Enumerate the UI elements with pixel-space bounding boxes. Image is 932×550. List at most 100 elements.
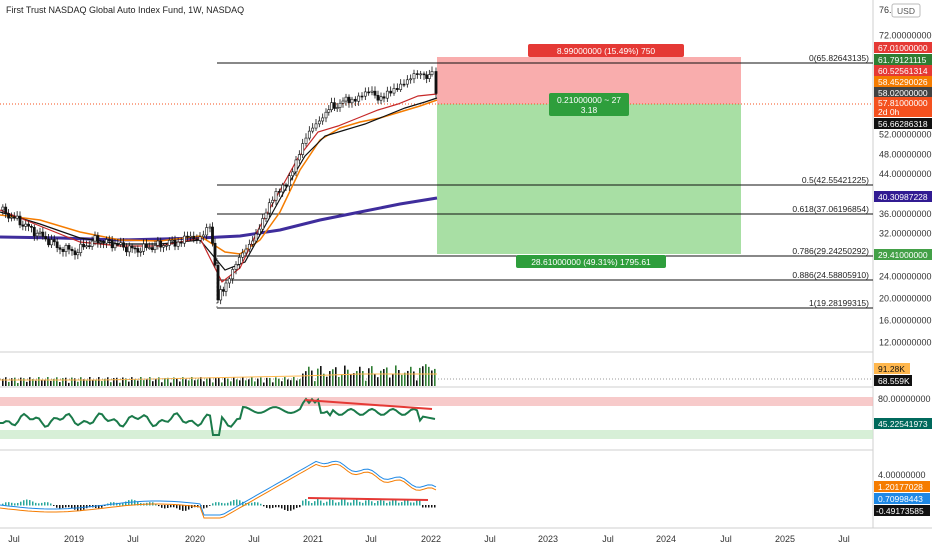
candle-body	[107, 239, 111, 241]
fib-level-label: 0.786(29.24250292)	[792, 246, 869, 256]
time-axis-label: Jul	[248, 534, 260, 544]
candle-body	[21, 224, 25, 227]
chart-title: First Trust NASDAQ Global Auto Index Fun…	[6, 5, 244, 15]
macd-hist-bar	[353, 499, 355, 506]
macd-hist-bar	[365, 500, 367, 506]
candle-body	[261, 218, 265, 230]
macd-hist-bar	[8, 502, 10, 506]
candle-body	[159, 240, 163, 248]
price-tag	[874, 76, 932, 87]
price-tick-label: 48.00000000	[879, 149, 932, 159]
candle-body	[224, 282, 228, 292]
volume-bar	[332, 369, 334, 386]
candle-body	[173, 239, 177, 247]
volume-bar	[230, 381, 232, 386]
macd-hist-bar	[284, 505, 286, 510]
candle-body	[32, 227, 36, 237]
macd-hist-bar	[314, 501, 316, 506]
candle-body	[102, 242, 105, 244]
volume-bar	[56, 377, 58, 386]
volume-bar	[140, 377, 142, 386]
ma-20-line	[0, 97, 438, 271]
candle-body	[182, 235, 186, 244]
candle-body	[176, 241, 180, 247]
volume-bar	[68, 382, 70, 386]
candle-body	[18, 215, 22, 226]
macd-hist-bar	[281, 505, 283, 509]
macd-hist-bar	[431, 505, 433, 508]
macd-hist-bar	[212, 503, 214, 506]
macd-hist-bar	[389, 501, 391, 506]
volume-bar	[323, 373, 325, 386]
candle-body	[402, 83, 406, 86]
candle-body	[251, 240, 255, 245]
price-tick-label: 16.00000000	[879, 316, 932, 326]
macd-hist-bar	[2, 503, 4, 506]
candle-body	[267, 202, 271, 214]
volume-bar	[386, 367, 388, 386]
candle-body	[127, 245, 131, 253]
candle-body	[125, 246, 128, 253]
volume-bar	[302, 373, 304, 386]
volume-bar	[233, 377, 235, 386]
candle-body	[335, 107, 339, 109]
macd-hist-bar	[248, 503, 250, 506]
candle-body	[139, 250, 143, 253]
price-tag	[874, 54, 932, 65]
candle-body	[192, 235, 196, 240]
currency-button[interactable]: USD	[891, 3, 921, 18]
time-axis-label: 2020	[185, 534, 205, 544]
candle-body	[338, 102, 342, 108]
macd-hist-bar	[215, 502, 217, 506]
candle-body	[85, 245, 88, 248]
target-label-text: 28.61000000 (49.31%) 1795.61	[531, 257, 651, 267]
volume-bar	[314, 381, 316, 386]
take-profit-zone[interactable]	[437, 104, 741, 254]
candle-body	[353, 98, 357, 102]
macd-hist-bar	[101, 505, 103, 508]
macd-tag-3: -0.49173585	[874, 505, 930, 516]
candle-body	[52, 239, 56, 243]
volume-bar	[344, 365, 346, 386]
volume-bar	[398, 370, 400, 386]
candle-body	[415, 73, 419, 75]
macd-hist-bar	[185, 505, 187, 511]
target-label: 28.61000000 (49.31%) 1795.61	[516, 255, 666, 268]
macd-hist-bar	[296, 505, 298, 508]
volume-bar	[413, 371, 415, 386]
ma-200-line	[0, 196, 438, 242]
volume-bar	[32, 379, 34, 386]
macd-hist-bar	[17, 502, 19, 506]
macd-hist-bar	[254, 502, 256, 506]
volume-bar	[122, 377, 124, 386]
volume-bar	[422, 366, 424, 386]
macd-hist-bar	[218, 502, 220, 506]
macd-hist-bar	[266, 505, 268, 508]
price-axis-top-label: 76.0	[879, 5, 897, 15]
volume-bar	[206, 378, 208, 386]
macd-hist-bar	[323, 502, 325, 506]
price-tag	[874, 65, 932, 76]
macd-hist-bar	[410, 502, 412, 506]
candle-body	[64, 245, 68, 252]
macd-hist-bar	[392, 499, 394, 506]
candle-body	[133, 247, 137, 250]
volume-bar	[119, 382, 121, 386]
candle-body	[412, 73, 416, 80]
macd-hist-bar	[401, 502, 403, 506]
time-axis-label: 2025	[775, 534, 795, 544]
volume-bar	[41, 379, 43, 386]
rsi-value-text: 45.22541973	[878, 419, 928, 429]
price-tag-text: 58.02000000	[878, 88, 928, 98]
macd-hist-bar	[236, 499, 238, 506]
volume-bar	[83, 379, 85, 386]
entry-label-line1: 0.21000000 ~ 27	[557, 95, 621, 105]
volume-bar	[197, 379, 199, 386]
volume-bar	[113, 378, 115, 386]
macd-hist-bar	[50, 503, 52, 506]
volume-bar	[371, 366, 373, 386]
stop-label-text: 8.99000000 (15.49%) 750	[557, 46, 656, 56]
candle-body	[304, 137, 308, 144]
volume-bar	[143, 380, 145, 386]
